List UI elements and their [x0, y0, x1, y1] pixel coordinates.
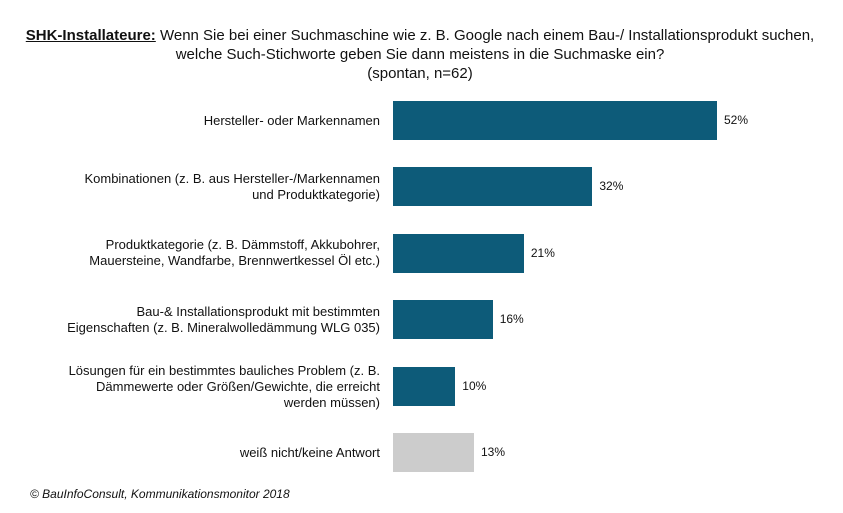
- copyright-footer: © BauInfoConsult, Kommunikationsmonitor …: [30, 487, 290, 501]
- data-label: 52%: [724, 113, 749, 127]
- category-label: Kombinationen (z. B. aus Hersteller-/Mar…: [84, 170, 380, 202]
- bar: [393, 167, 593, 207]
- bar: [393, 233, 524, 273]
- data-label: 21%: [530, 245, 555, 260]
- bar: [393, 101, 717, 140]
- bar: [393, 366, 456, 406]
- category-label: Bau-& Installationsprodukt mit bestimmte…: [67, 303, 380, 335]
- category-label: Hersteller- oder Markennamen: [203, 112, 380, 128]
- category-label: Produktkategorie (z. B. Dämmstoff, Akkub…: [89, 237, 380, 269]
- bar: [393, 433, 474, 472]
- title-lead: SHK-Installateure:: [25, 27, 156, 44]
- chart-title: SHK-Installateure: Wenn Sie bei einer Su…: [20, 26, 820, 83]
- data-label: 13%: [481, 445, 506, 459]
- title-text: Wenn Sie bei einer Suchmaschine wie z. B…: [159, 27, 815, 63]
- data-label: 32%: [599, 179, 624, 194]
- data-label: 10%: [462, 378, 487, 393]
- data-label: 16%: [499, 312, 524, 327]
- title-note: (spontan, n=62): [367, 65, 473, 82]
- category-label: weiß nicht/keine Antwort: [239, 444, 380, 460]
- bar: [393, 300, 493, 340]
- category-label: Lösungen für ein bestimmtes bauliches Pr…: [68, 362, 380, 410]
